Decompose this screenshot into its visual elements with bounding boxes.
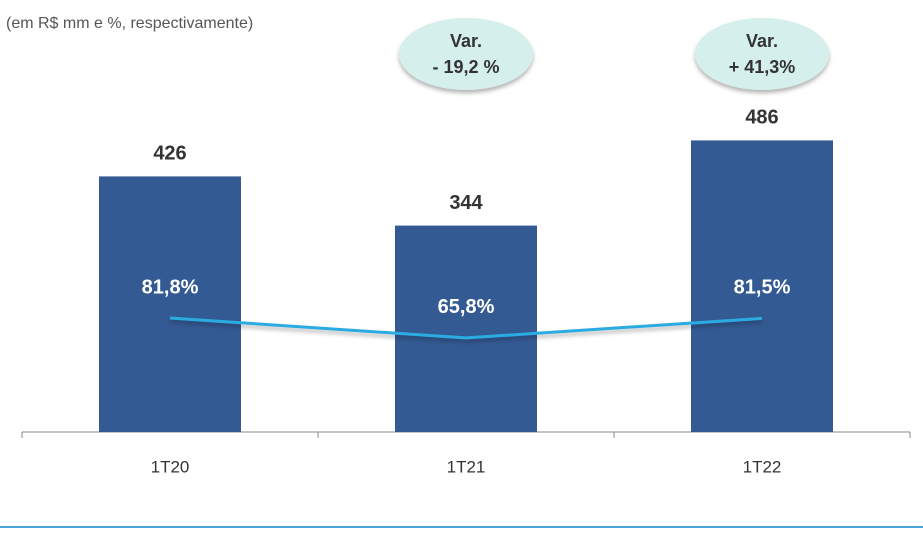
x-tick-label: 1T21 bbox=[447, 457, 486, 476]
bar bbox=[99, 176, 241, 432]
bar bbox=[691, 140, 833, 432]
line bbox=[169, 316, 763, 340]
x-tick-label: 1T20 bbox=[151, 457, 190, 476]
bar-value-label: 426 bbox=[153, 143, 186, 165]
x-tick-label: 1T22 bbox=[743, 457, 782, 476]
annotation-text: Var. bbox=[450, 31, 482, 51]
line-value-label: 81,5% bbox=[734, 277, 791, 299]
line-value-label: 81,8% bbox=[142, 276, 199, 298]
subtitle: (em R$ mm e %, respectivamente) bbox=[6, 15, 253, 32]
annotation-text: Var. bbox=[746, 31, 778, 51]
bar-value-label: 486 bbox=[745, 107, 778, 129]
line-value-label: 65,8% bbox=[438, 296, 495, 318]
annotation-bubble bbox=[399, 18, 533, 90]
annotation-text: + 41,3% bbox=[729, 57, 796, 77]
annotation-bubble bbox=[695, 18, 829, 90]
annotation-text: - 19,2 % bbox=[432, 57, 499, 77]
bar bbox=[395, 225, 537, 432]
bar-value-label: 344 bbox=[449, 192, 483, 214]
